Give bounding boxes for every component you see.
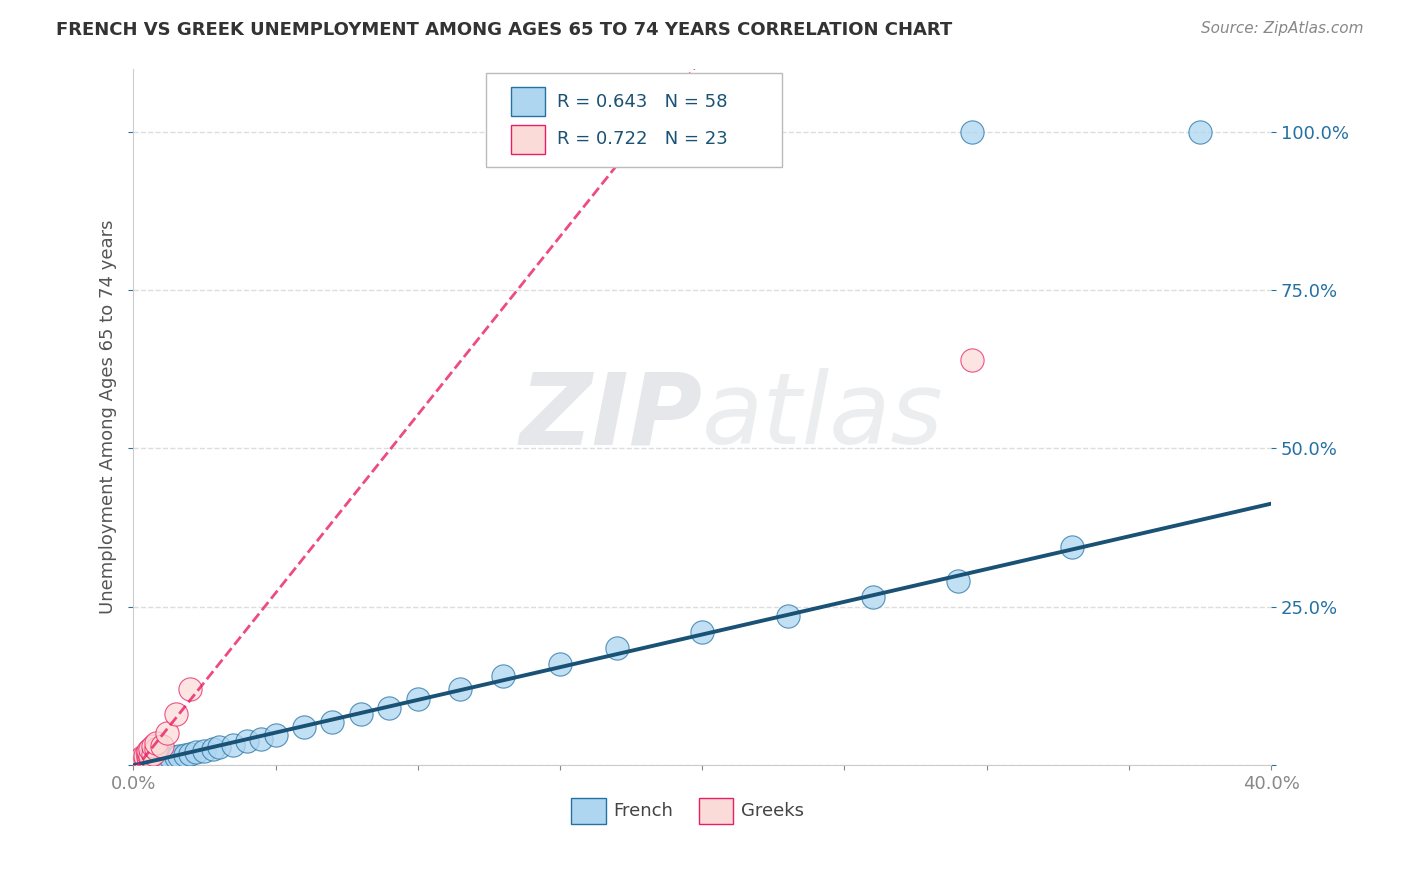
Point [150, 739, 173, 753]
Point [292, 720, 315, 734]
Point [159, 750, 181, 764]
Point [136, 750, 159, 764]
Point [548, 657, 571, 671]
Point [165, 707, 187, 722]
Point [222, 738, 245, 752]
Text: atlas: atlas [702, 368, 943, 466]
Point [165, 750, 187, 764]
Point [350, 707, 373, 722]
Point [136, 755, 159, 769]
Point [156, 752, 179, 766]
Point [948, 574, 970, 589]
Text: Greeks: Greeks [741, 802, 804, 820]
Point [167, 748, 190, 763]
Point [1060, 540, 1083, 554]
Point [131, 756, 153, 770]
Point [136, 744, 159, 758]
Point [142, 739, 165, 753]
Point [139, 754, 162, 768]
FancyBboxPatch shape [699, 797, 733, 824]
Point [406, 691, 429, 706]
Point [128, 753, 150, 767]
Point [145, 754, 167, 768]
FancyBboxPatch shape [486, 73, 782, 168]
Point [250, 731, 273, 746]
Point [125, 756, 148, 771]
Point [962, 352, 984, 367]
Point [492, 669, 515, 683]
Point [139, 754, 162, 768]
Point [125, 755, 148, 769]
Point [136, 754, 159, 768]
Point [128, 755, 150, 769]
Point [128, 756, 150, 770]
Point [125, 756, 148, 771]
Point [264, 728, 287, 742]
Point [153, 752, 176, 766]
Point [150, 752, 173, 766]
Point [131, 755, 153, 769]
Point [131, 752, 153, 766]
Point [173, 747, 195, 762]
Point [139, 753, 162, 767]
Point [128, 755, 150, 769]
Point [131, 754, 153, 768]
Point [606, 640, 628, 655]
FancyBboxPatch shape [510, 87, 546, 117]
Point [690, 625, 713, 640]
Point [862, 591, 884, 605]
Point [134, 752, 156, 766]
Point [208, 740, 231, 755]
Text: R = 0.643   N = 58: R = 0.643 N = 58 [557, 93, 727, 111]
Point [201, 742, 224, 756]
Point [179, 747, 201, 761]
Point [136, 747, 159, 761]
Point [184, 746, 207, 760]
Point [449, 682, 471, 697]
Point [134, 756, 156, 770]
Point [128, 754, 150, 768]
Point [776, 609, 799, 624]
Point [125, 756, 148, 770]
Point [131, 754, 153, 768]
Point [150, 753, 173, 767]
Point [148, 754, 170, 768]
Point [148, 752, 170, 766]
Point [145, 736, 167, 750]
Point [134, 748, 156, 763]
Point [134, 754, 156, 768]
Point [139, 742, 162, 756]
Point [236, 734, 259, 748]
FancyBboxPatch shape [571, 797, 606, 824]
Point [321, 714, 343, 729]
Point [142, 753, 165, 767]
Point [193, 744, 215, 758]
Point [131, 750, 153, 764]
Point [134, 755, 156, 769]
Y-axis label: Unemployment Among Ages 65 to 74 years: Unemployment Among Ages 65 to 74 years [100, 219, 117, 614]
Text: FRENCH VS GREEK UNEMPLOYMENT AMONG AGES 65 TO 74 YEARS CORRELATION CHART: FRENCH VS GREEK UNEMPLOYMENT AMONG AGES … [56, 21, 952, 38]
Point [1188, 125, 1211, 139]
Point [142, 754, 165, 768]
Text: ZIP: ZIP [519, 368, 702, 466]
Point [142, 747, 165, 761]
Point [134, 754, 156, 768]
Point [962, 125, 984, 139]
Point [142, 754, 165, 768]
Point [156, 726, 179, 740]
Point [378, 701, 401, 715]
Point [145, 742, 167, 756]
Point [179, 682, 201, 697]
Text: French: French [613, 802, 673, 820]
FancyBboxPatch shape [510, 125, 546, 154]
Point [139, 748, 162, 763]
Point [136, 754, 159, 768]
Text: R = 0.722   N = 23: R = 0.722 N = 23 [557, 130, 727, 148]
Text: Source: ZipAtlas.com: Source: ZipAtlas.com [1201, 21, 1364, 36]
Point [145, 753, 167, 767]
